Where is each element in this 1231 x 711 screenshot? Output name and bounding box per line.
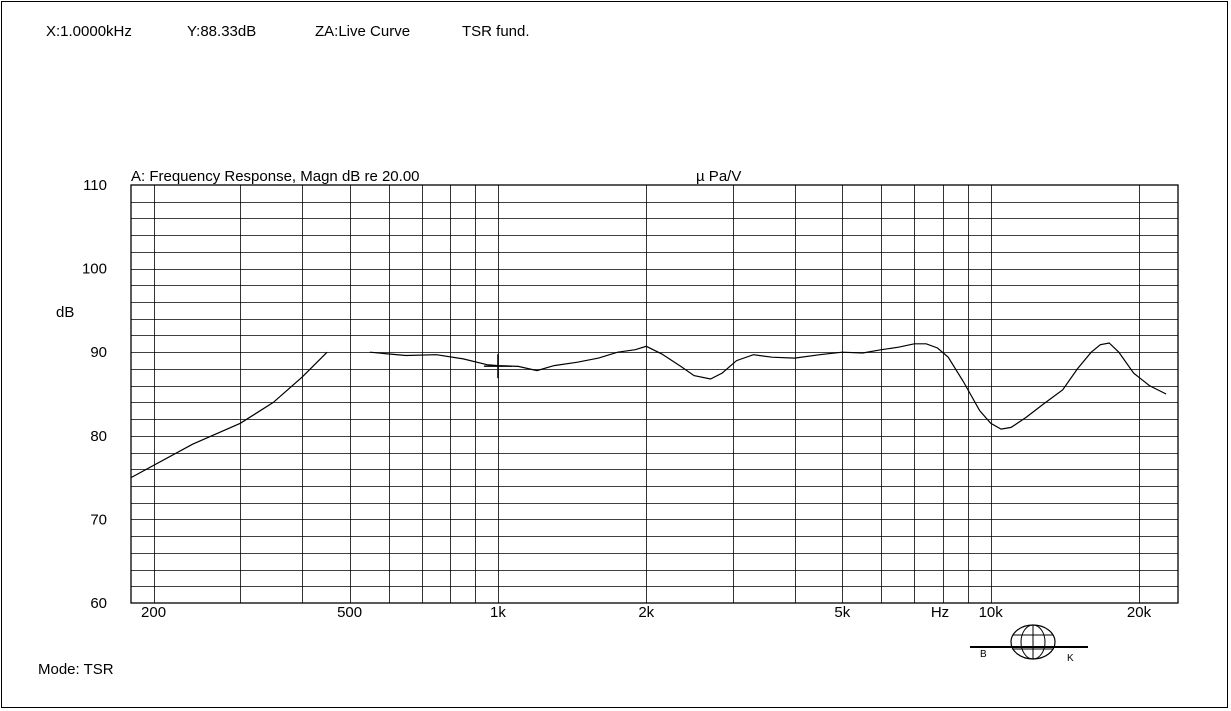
cursor-x-readout: X:1.0000kHz [46, 23, 132, 40]
plot-border [130, 184, 1179, 604]
curve-source-readout: ZA:Live Curve [315, 23, 411, 40]
x-axis-label: Hz [931, 604, 949, 621]
response-curve-segment [369, 342, 1167, 430]
x-tick-label: 200 [141, 604, 166, 621]
bk-logo: B K [970, 624, 1088, 664]
response-curve [130, 342, 1167, 479]
y-tick-label: 100 [82, 261, 107, 278]
y-tick-label: 90 [90, 344, 107, 361]
cursor-marker[interactable] [483, 354, 512, 379]
mode-status: Mode: TSR [38, 661, 114, 678]
chart-grid [130, 184, 1179, 604]
x-tick-label: 500 [337, 604, 362, 621]
x-tick-label: 2k [638, 604, 654, 621]
tick-labels: 110 100 90 80 70 60 200 500 1k 2k 5k 10k 20k [82, 177, 1152, 621]
y-axis-label: dB [56, 304, 74, 321]
x-tick-label: 1k [490, 604, 506, 621]
x-tick-label: 5k [834, 604, 850, 621]
cursor-y-readout: Y:88.33dB [187, 23, 257, 40]
y-tick-label: 60 [90, 595, 107, 612]
x-tick-label: 20k [1127, 604, 1152, 621]
y-tick-label: 70 [90, 511, 107, 528]
y-tick-label: 110 [83, 177, 107, 194]
x-tick-label: 10k [979, 604, 1004, 621]
response-curve-segment [130, 351, 328, 479]
y-tick-label: 80 [90, 428, 107, 445]
chart-title: A: Frequency Response, Magn dB re 20.00 [131, 168, 420, 185]
logo-letter-b: B [980, 649, 987, 660]
logo-letter-k: K [1067, 653, 1074, 664]
chart-unit-label: µ Pa/V [696, 168, 741, 185]
measurement-mode-readout: TSR fund. [462, 23, 530, 40]
